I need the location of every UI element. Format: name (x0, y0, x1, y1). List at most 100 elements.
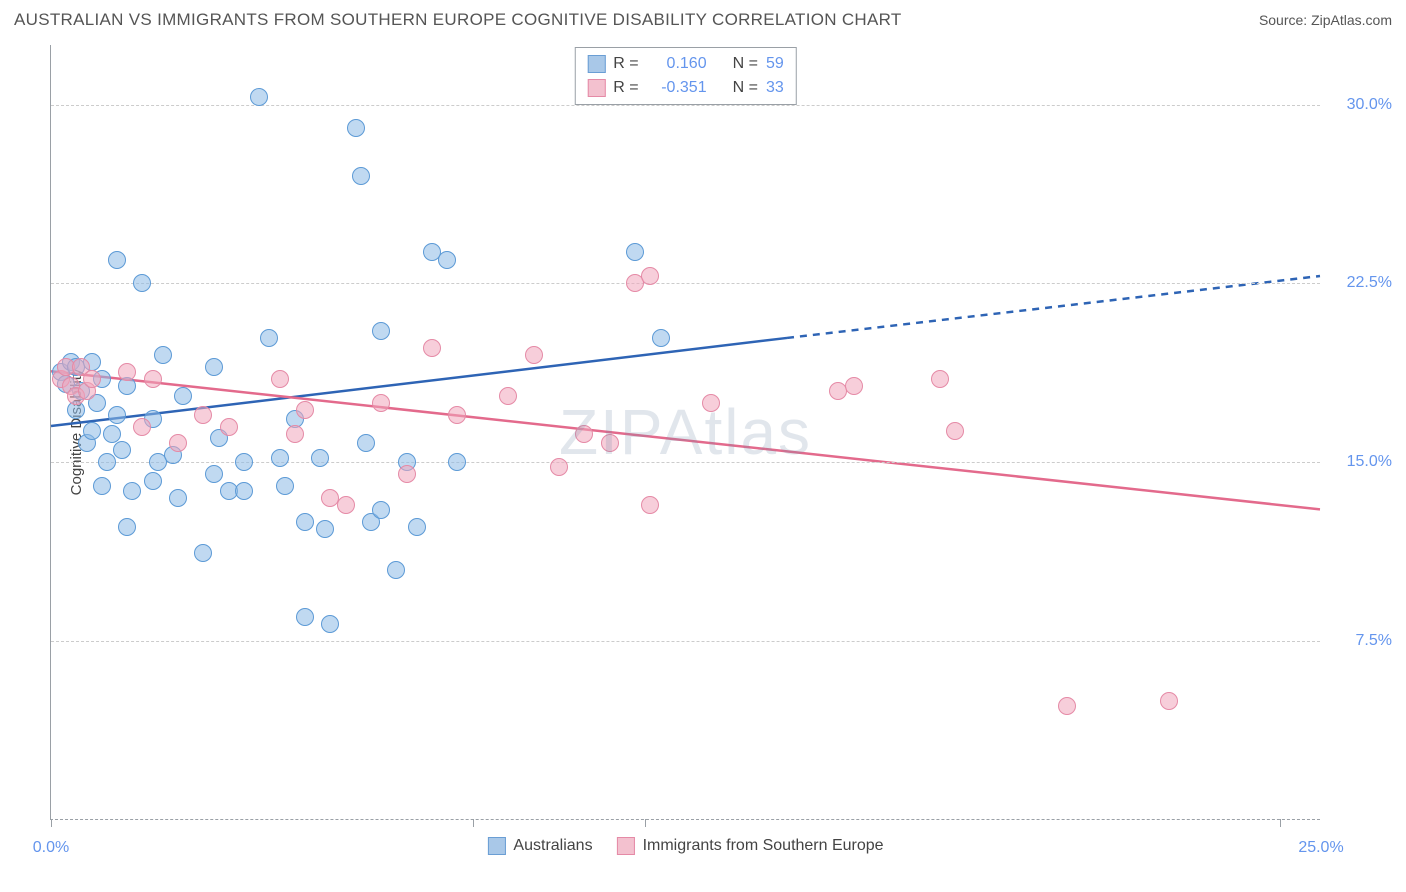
scatter-point-australians (133, 274, 151, 292)
scatter-point-australians (626, 243, 644, 261)
source-text: Source: ZipAtlas.com (1259, 12, 1392, 28)
y-tick-label: 15.0% (1330, 453, 1392, 471)
scatter-point-immigrants (372, 394, 390, 412)
n-label: N = (733, 52, 758, 76)
series-legend: Australians Immigrants from Southern Eur… (487, 837, 883, 855)
scatter-point-australians (235, 482, 253, 500)
scatter-point-immigrants (296, 401, 314, 419)
scatter-point-immigrants (1160, 692, 1178, 710)
scatter-point-immigrants (525, 346, 543, 364)
gridline (51, 641, 1320, 642)
scatter-point-australians (174, 387, 192, 405)
chart-header: AUSTRALIAN VS IMMIGRANTS FROM SOUTHERN E… (14, 10, 1392, 30)
y-tick-label: 7.5% (1330, 632, 1392, 650)
scatter-point-australians (154, 346, 172, 364)
scatter-point-immigrants (194, 406, 212, 424)
r-label-2: R = (613, 76, 638, 100)
scatter-point-immigrants (601, 434, 619, 452)
legend-item-series1: Australians (487, 837, 592, 855)
scatter-point-immigrants (169, 434, 187, 452)
scatter-point-immigrants (144, 370, 162, 388)
scatter-point-australians (296, 513, 314, 531)
scatter-point-immigrants (337, 496, 355, 514)
stats-legend: R = 0.160 N = 59 R = -0.351 N = 33 (574, 47, 796, 105)
scatter-point-australians (387, 561, 405, 579)
scatter-point-australians (316, 520, 334, 538)
scatter-point-australians (205, 358, 223, 376)
scatter-point-australians (347, 119, 365, 137)
scatter-point-australians (321, 615, 339, 633)
x-tick (645, 819, 646, 827)
scatter-point-immigrants (550, 458, 568, 476)
chart-title: AUSTRALIAN VS IMMIGRANTS FROM SOUTHERN E… (14, 10, 902, 30)
x-tick-label-end: 25.0% (1298, 839, 1343, 857)
scatter-point-australians (93, 477, 111, 495)
scatter-point-australians (108, 251, 126, 269)
scatter-point-australians (448, 453, 466, 471)
scatter-point-australians (372, 322, 390, 340)
stats-row-series1: R = 0.160 N = 59 (587, 52, 783, 76)
x-tick-label-start: 0.0% (33, 839, 69, 857)
scatter-point-immigrants (83, 370, 101, 388)
scatter-point-australians (438, 251, 456, 269)
scatter-point-australians (352, 167, 370, 185)
scatter-point-immigrants (118, 363, 136, 381)
series2-swatch-bottom (617, 837, 635, 855)
scatter-point-australians (169, 489, 187, 507)
scatter-point-australians (311, 449, 329, 467)
scatter-point-australians (205, 465, 223, 483)
stats-row-series2: R = -0.351 N = 33 (587, 76, 783, 100)
scatter-point-immigrants (286, 425, 304, 443)
gridline (51, 283, 1320, 284)
scatter-point-immigrants (845, 377, 863, 395)
series2-label: Immigrants from Southern Europe (643, 837, 884, 855)
scatter-point-immigrants (946, 422, 964, 440)
scatter-point-australians (194, 544, 212, 562)
series1-swatch (587, 55, 605, 73)
scatter-point-australians (235, 453, 253, 471)
scatter-point-australians (98, 453, 116, 471)
r-label: R = (613, 52, 638, 76)
scatter-point-immigrants (133, 418, 151, 436)
trend-line-dashed-australians (787, 276, 1320, 338)
scatter-point-australians (118, 518, 136, 536)
scatter-point-australians (144, 472, 162, 490)
scatter-point-australians (260, 329, 278, 347)
scatter-point-immigrants (641, 496, 659, 514)
scatter-point-immigrants (702, 394, 720, 412)
n-label-2: N = (733, 76, 758, 100)
scatter-point-australians (123, 482, 141, 500)
scatter-point-immigrants (641, 267, 659, 285)
scatter-point-immigrants (575, 425, 593, 443)
scatter-point-immigrants (448, 406, 466, 424)
scatter-point-immigrants (398, 465, 416, 483)
plot-area: ZIPAtlas 7.5%15.0%22.5%30.0%0.0%25.0% (51, 45, 1320, 819)
scatter-point-immigrants (931, 370, 949, 388)
x-tick (473, 819, 474, 827)
scatter-point-immigrants (499, 387, 517, 405)
series1-label: Australians (513, 837, 592, 855)
scatter-point-immigrants (423, 339, 441, 357)
series2-r-value: -0.351 (647, 76, 707, 100)
series1-swatch-bottom (487, 837, 505, 855)
chart-container: Cognitive Disability ZIPAtlas 7.5%15.0%2… (50, 45, 1320, 820)
x-tick (51, 819, 52, 827)
series1-r-value: 0.160 (647, 52, 707, 76)
scatter-point-australians (408, 518, 426, 536)
scatter-point-immigrants (271, 370, 289, 388)
scatter-point-australians (108, 406, 126, 424)
scatter-point-australians (652, 329, 670, 347)
scatter-point-immigrants (1058, 697, 1076, 715)
scatter-point-australians (103, 425, 121, 443)
y-tick-label: 30.0% (1330, 96, 1392, 114)
y-tick-label: 22.5% (1330, 274, 1392, 292)
scatter-point-australians (113, 441, 131, 459)
scatter-point-australians (250, 88, 268, 106)
x-tick (1280, 819, 1281, 827)
trend-lines-svg (51, 45, 1320, 819)
series2-n-value: 33 (766, 76, 784, 100)
series1-n-value: 59 (766, 52, 784, 76)
scatter-point-australians (271, 449, 289, 467)
scatter-point-australians (83, 422, 101, 440)
series2-swatch (587, 79, 605, 97)
